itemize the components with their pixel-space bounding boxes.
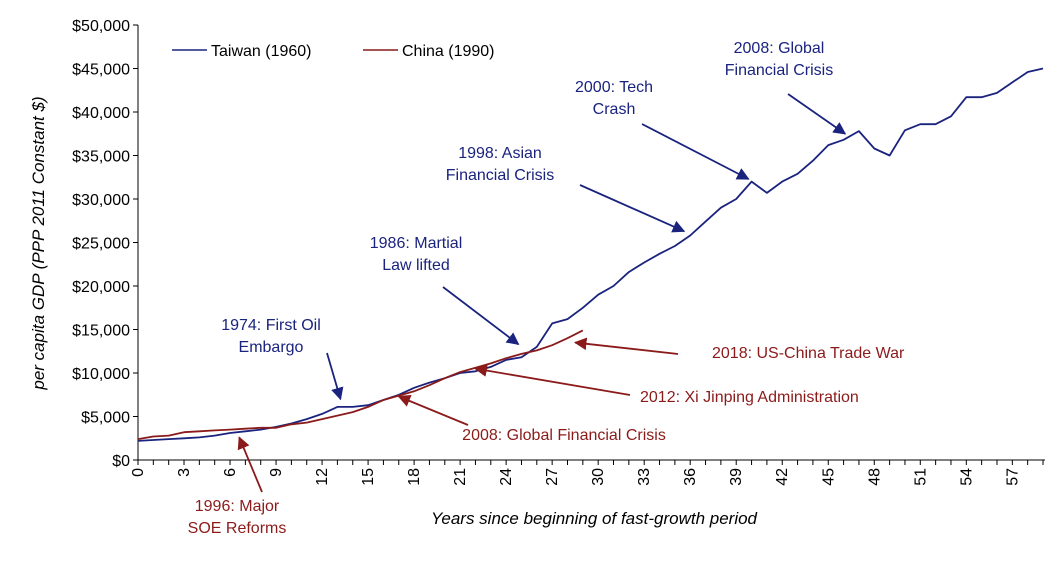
y-tick-label: $15,000 [72, 323, 130, 340]
annotation-label: Embargo [239, 339, 304, 356]
annotation-label: 1998: Asian [458, 145, 542, 162]
x-tick-label: 30 [590, 468, 607, 486]
x-tick-label: 0 [130, 468, 147, 477]
x-ticks: 0 3 6 9 12 15 18 21 24 27 30 33 36 39 42 45 48 51 54 57 [130, 460, 1044, 486]
annotation-label: 1974: First Oil [221, 317, 321, 334]
annotation-cn-2012: 2012: Xi Jinping Administration [474, 364, 859, 406]
annotation-label: 1986: Martial [370, 235, 463, 252]
x-tick-label: 12 [314, 468, 331, 486]
annotation-tw-1974: 1974: First Oil Embargo [221, 317, 344, 401]
china-series-line [137, 329, 584, 440]
annotation-arrow [397, 394, 469, 426]
annotation-cn-2018: 2018: US-China Trade War [573, 337, 905, 362]
x-tick-label: 24 [498, 468, 515, 486]
annotation-label: Financial Crisis [446, 167, 554, 184]
annotation-label: 2008: Global Financial Crisis [462, 427, 666, 444]
annotation-arrow [237, 436, 263, 493]
legend-label-china: China (1990) [402, 43, 495, 60]
annotation-tw-1998: 1998: Asian Financial Crisis [446, 145, 686, 233]
annotation-label: 1996: Major [195, 498, 280, 515]
x-tick-label: 51 [912, 468, 929, 486]
annotation-arrow [573, 337, 679, 355]
legend: Taiwan (1960) China (1990) [172, 43, 495, 60]
annotation-arrow [326, 352, 344, 401]
y-tick-label: $30,000 [72, 192, 130, 209]
x-tick-label: 21 [452, 468, 469, 486]
x-tick-label: 33 [636, 468, 653, 486]
x-tick-label: 15 [360, 468, 377, 486]
annotation-tw-1986: 1986: Martial Law lifted [370, 235, 520, 346]
x-tick-label: 57 [1004, 468, 1021, 486]
annotation-cn-2008: 2008: Global Financial Crisis [397, 394, 666, 444]
x-tick-label: 39 [728, 468, 745, 486]
x-tick-label: 54 [958, 468, 975, 486]
annotation-tw-2008: 2008: Global Financial Crisis [725, 40, 847, 135]
x-tick-label: 45 [820, 468, 837, 486]
annotation-arrow [474, 364, 631, 396]
x-tick-label: 42 [774, 468, 791, 486]
y-tick-label: $10,000 [72, 366, 130, 383]
x-tick-label: 18 [406, 468, 423, 486]
x-tick-label: 48 [866, 468, 883, 486]
annotation-arrow [787, 93, 847, 135]
annotation-arrow [641, 123, 750, 180]
y-axis-title: per capita GDP (PPP 2011 Constant $) [29, 96, 48, 390]
x-tick-label: 27 [544, 468, 561, 486]
annotation-label: SOE Reforms [188, 520, 287, 537]
x-axis-title: Years since beginning of fast-growth per… [431, 509, 758, 528]
x-tick-label: 9 [268, 468, 285, 477]
annotation-label: Crash [593, 101, 636, 118]
annotation-arrow [442, 286, 520, 346]
annotation-label: 2000: Tech [575, 79, 653, 96]
annotation-arrow [579, 184, 686, 233]
y-tick-label: $40,000 [72, 105, 130, 122]
y-tick-label: $45,000 [72, 62, 130, 79]
legend-label-taiwan: Taiwan (1960) [211, 43, 312, 60]
y-tick-label: $35,000 [72, 149, 130, 166]
annotation-label: 2018: US-China Trade War [712, 345, 905, 362]
y-tick-label: $20,000 [72, 279, 130, 296]
annotation-label: Law lifted [382, 257, 450, 274]
y-tick-label: $0 [112, 453, 130, 470]
annotations: 1974: First Oil Embargo 1986: Martial Law l… [188, 40, 905, 537]
x-tick-label: 36 [682, 468, 699, 486]
annotation-cn-1996: 1996: Major SOE Reforms [188, 436, 287, 537]
taiwan-series-line [137, 67, 1044, 442]
y-tick-label: $5,000 [81, 410, 130, 427]
x-tick-label: 3 [176, 468, 193, 477]
y-tick-label: $50,000 [72, 18, 130, 35]
annotation-label: 2008: Global [734, 40, 825, 57]
annotation-label: 2012: Xi Jinping Administration [640, 389, 859, 406]
y-ticks: $0 $5,000 $10,000 $15,000 $20,000 $25,000 $30,… [72, 18, 138, 470]
annotation-label: Financial Crisis [725, 62, 833, 79]
y-tick-label: $25,000 [72, 236, 130, 253]
series-lines [137, 67, 1044, 442]
annotation-tw-2000: 2000: Tech Crash [575, 79, 750, 180]
x-tick-label: 6 [222, 468, 239, 477]
